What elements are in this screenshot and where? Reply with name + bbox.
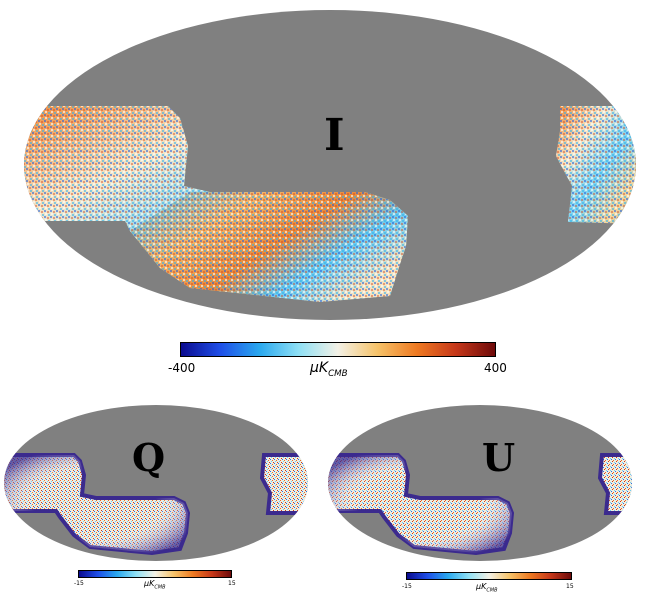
u-colorbar-gradient [406, 572, 572, 580]
q-colorbar-max: 15 [228, 580, 236, 587]
u-colorbar-unit: μKCMB [476, 582, 498, 594]
u-observed-region-right [597, 453, 632, 515]
intensity-colorbar-gradient [180, 342, 496, 357]
intensity-colorbar: -400 400 μKCMB [160, 340, 520, 380]
intensity-map-label: I [324, 110, 345, 161]
u-polarization-map: U [326, 403, 634, 563]
intensity-map-graphic [24, 10, 636, 320]
intensity-colorbar-min: -400 [168, 361, 196, 375]
q-polarization-map: Q [2, 403, 310, 563]
intensity-colorbar-max: 400 [484, 361, 507, 375]
intensity-map: I [20, 6, 640, 324]
u-colorbar: -15 15 μKCMB [400, 570, 580, 594]
u-colorbar-max: 15 [566, 583, 574, 590]
q-observed-region-right [259, 453, 308, 515]
q-colorbar-min: -15 [74, 580, 84, 587]
intensity-colorbar-unit: μKCMB [310, 360, 348, 379]
u-map-label: U [482, 435, 516, 480]
q-colorbar: -15 15 μKCMB [70, 568, 240, 592]
q-colorbar-unit: μKCMB [144, 579, 166, 591]
u-polarization-map-graphic [328, 405, 632, 561]
u-colorbar-min: -15 [402, 583, 412, 590]
q-colorbar-gradient [78, 570, 232, 578]
q-map-label: Q [132, 435, 166, 480]
q-polarization-map-graphic [4, 405, 308, 561]
